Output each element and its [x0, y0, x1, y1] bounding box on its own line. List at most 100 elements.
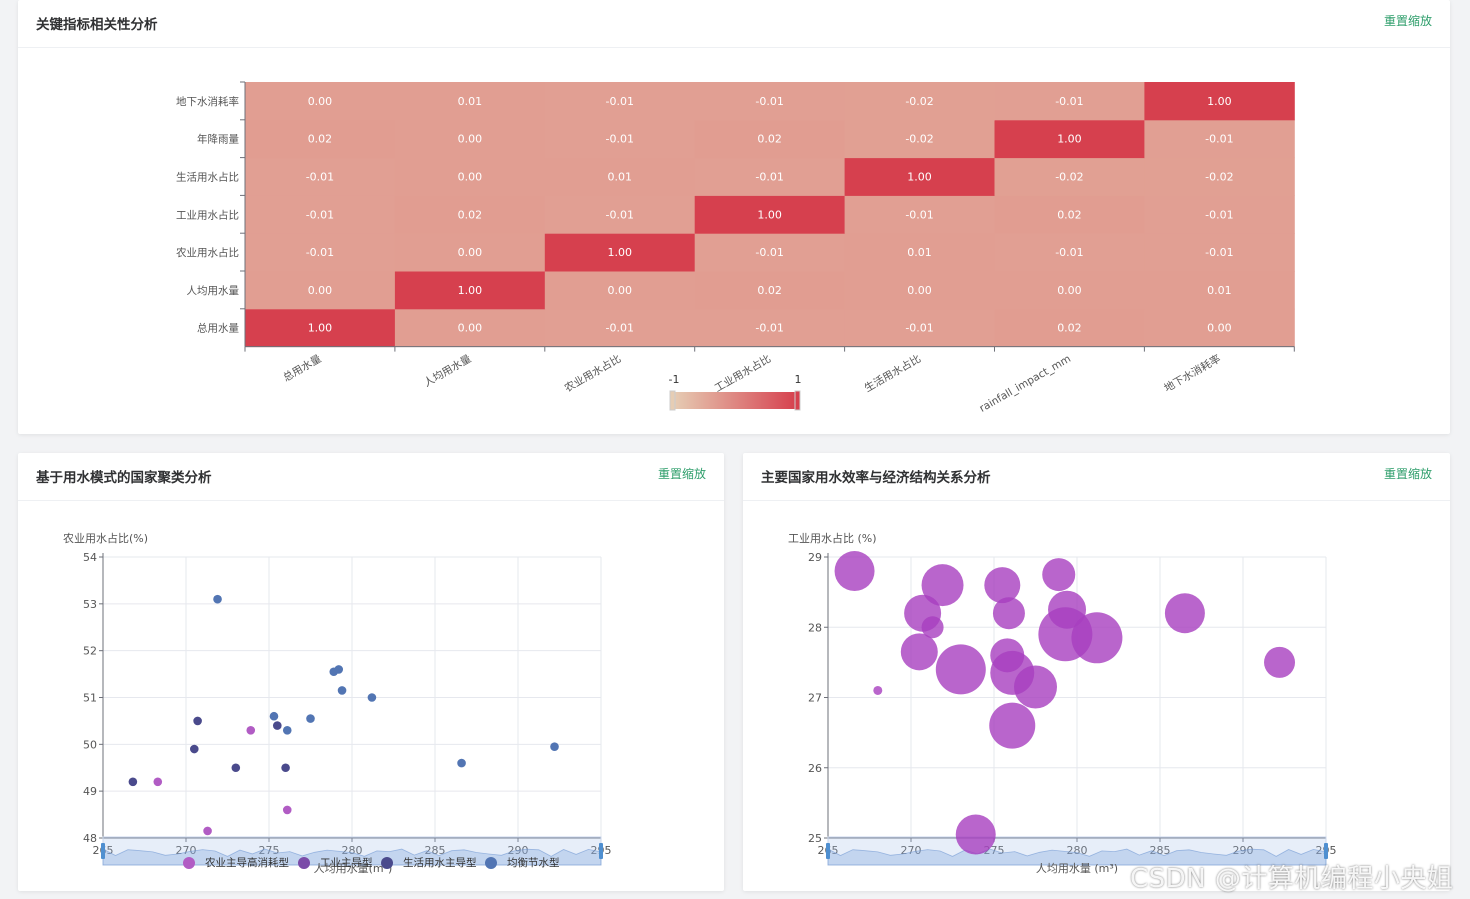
bubble-point [834, 551, 875, 592]
heatmap-cell [544, 82, 696, 121]
heatmap-cell-label: -0.01 [905, 322, 933, 335]
correlation-heatmap[interactable]: 1.00 0.00 -0.01 -0.01 -0.01 0.02 0.00 0.00 1.00 0… [18, 0, 1450, 434]
heatmap-cell [1144, 233, 1295, 272]
scatter-point [246, 725, 256, 735]
heatmap-cell-label: -0.01 [306, 246, 334, 259]
scatter-point [190, 744, 199, 754]
scatter-point [306, 714, 315, 723]
bubble-point [1071, 612, 1123, 664]
reset-zoom-button[interactable]: 重置缩放 [1383, 467, 1432, 481]
heatmap-cell-label: -0.01 [606, 133, 634, 146]
heatmap-cell-label: 0.02 [757, 133, 782, 146]
heatmap-cell-label: 0.00 [458, 171, 483, 184]
data-zoom-preview [827, 848, 1327, 866]
heatmap-cell [994, 271, 1145, 310]
heatmap-cell [1144, 82, 1295, 121]
heatmap-cell-label: 0.01 [907, 246, 932, 259]
heatmap-cell [844, 308, 995, 348]
bubble-card: 主要国家用水效率与经济结构关系分析 重置缩放 25262728292652702… [743, 453, 1450, 891]
bubble-point [1264, 646, 1296, 678]
bubble-point [1042, 558, 1076, 592]
card-title: 关键指标相关性分析 [36, 17, 158, 33]
heatmap-cell-label: -0.01 [755, 171, 783, 184]
bubble-point [1164, 593, 1205, 634]
scatter-point [281, 763, 290, 773]
data-zoom-handle-left [826, 843, 830, 859]
y-tick-label: 工业用水占比 [176, 208, 239, 221]
scatter-point [367, 693, 377, 702]
heatmap-cell [394, 119, 546, 159]
bubble-point [992, 597, 1025, 630]
heatmap-cell [844, 157, 995, 196]
heatmap-cell [1144, 195, 1295, 234]
bubble-point [1014, 665, 1057, 709]
heatmap-cell-label: -0.01 [606, 95, 634, 108]
heatmap-cell [694, 119, 846, 159]
heatmap-cell [245, 308, 396, 348]
heatmap-cell [844, 233, 995, 272]
scatter-point [269, 711, 279, 721]
heatmap-cell [844, 119, 995, 159]
y-tick-label: 48 [83, 832, 97, 845]
y-tick-label: 农业用水占比 [176, 246, 239, 259]
y-tick-label: 52 [83, 645, 97, 658]
heatmap-cell [694, 195, 846, 234]
heatmap-cell-label: -0.01 [606, 208, 634, 221]
heatmap-cell [994, 308, 1145, 348]
heatmap-cell [544, 308, 696, 348]
heatmap-cell [1144, 271, 1295, 310]
reset-zoom-button[interactable]: 重置缩放 [1383, 14, 1432, 28]
heatmap-cell-label: 0.00 [1207, 322, 1232, 335]
heatmap-cell [694, 271, 846, 310]
legend-marker [298, 857, 310, 869]
y-axis-title: 工业用水占比 (%) [788, 531, 877, 545]
scatter-point [550, 742, 559, 751]
y-axis-title: 农业用水占比(%) [63, 531, 148, 545]
card-title: 基于用水模式的国家聚类分析 [36, 470, 212, 486]
heatmap-cell-label: 0.00 [907, 284, 932, 297]
legend-label: 农业主导高消耗型 [205, 856, 289, 869]
y-tick-label: 25 [808, 832, 822, 845]
color-scale-handle-min [669, 390, 676, 411]
heatmap-cell [994, 195, 1145, 234]
heatmap-cell [544, 195, 696, 234]
heatmap-cell-label: 0.00 [458, 246, 483, 259]
heatmap-cell-label: 1.00 [608, 246, 633, 259]
heatmap-cell [245, 271, 396, 310]
x-axis-title: 人均用水量(m³) [314, 862, 393, 875]
heatmap-cell [844, 271, 995, 310]
heatmap-cell-label: 0.00 [458, 322, 483, 335]
heatmap-cell [1144, 308, 1295, 348]
data-zoom-handle-right [1324, 843, 1328, 859]
heatmap-cell-label: 1.00 [308, 322, 333, 335]
scatter-point [203, 826, 212, 836]
heatmap-cell [694, 157, 846, 196]
heatmap-cell [245, 233, 396, 272]
y-tick-label: 生活用水占比 [176, 171, 239, 184]
y-tick-label: 51 [83, 692, 97, 705]
y-tick-label: 49 [83, 785, 97, 798]
y-tick-label: 总用水量 [197, 322, 239, 335]
heatmap-cell [544, 233, 696, 272]
heatmap-cell [394, 82, 546, 121]
heatmap-cell-label: 1.00 [458, 284, 483, 297]
reset-zoom-button[interactable]: 重置缩放 [657, 467, 706, 481]
heatmap-cell-label: 0.00 [1057, 284, 1082, 297]
heatmap-cell-label: 0.00 [308, 95, 333, 108]
bubble-scatter-chart[interactable]: 2526272829265270275280285290295工业用水占比 (%… [743, 453, 1450, 891]
heatmap-cell-label: 1.00 [757, 208, 782, 221]
y-tick-label: 50 [83, 738, 97, 751]
cluster-scatter-chart[interactable]: 48495051525354265270275280285290295农业用水占… [18, 453, 724, 891]
x-tick-label: 总用水量 [281, 352, 324, 385]
y-tick-label: 54 [83, 551, 97, 564]
heatmap-cell-label: 0.02 [1057, 208, 1082, 221]
legend-label: 均衡节水型 [507, 856, 560, 869]
y-tick-label: 53 [83, 598, 97, 611]
x-tick-label: 农业用水占比 [562, 352, 623, 395]
y-tick-label: 27 [808, 692, 822, 705]
scatter-point [128, 777, 138, 787]
heatmap-cell-label: 1.00 [1057, 133, 1082, 146]
heatmap-cell-label: -0.02 [905, 95, 933, 108]
heatmap-cell [994, 157, 1145, 196]
scatter-point [282, 805, 292, 815]
